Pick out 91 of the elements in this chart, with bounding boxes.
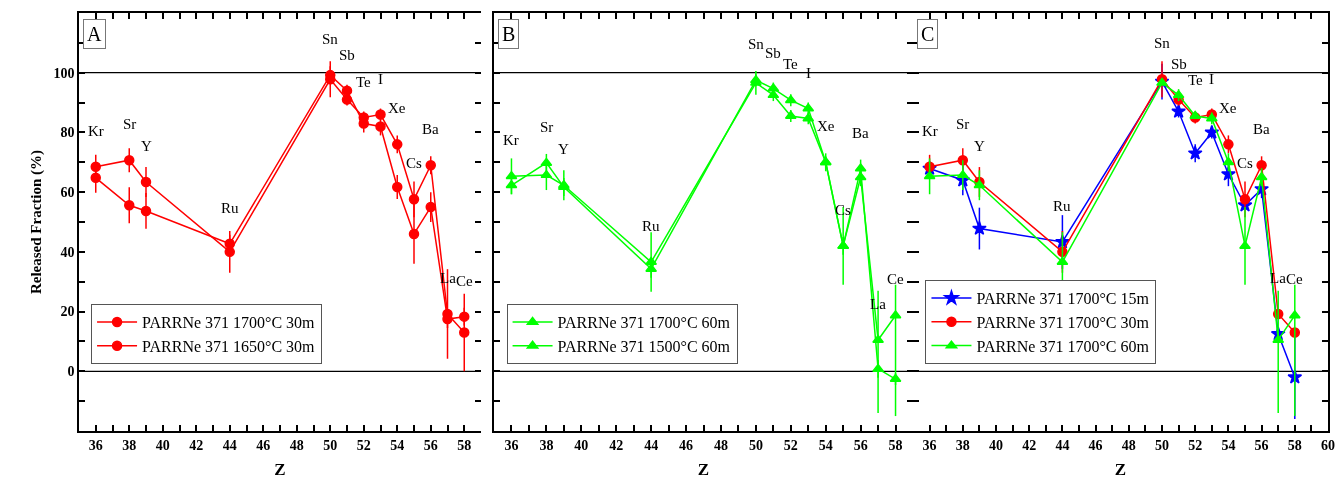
- annotation: Cs: [406, 155, 422, 171]
- annotation: Ba: [852, 125, 869, 141]
- legend-label: PARRNe 371 1700°C 15m: [976, 290, 1150, 308]
- x-tick-label: 58: [888, 437, 903, 453]
- y-tick-label: 40: [60, 244, 75, 260]
- legend-label: PARRNe 371 1700°C 30m: [976, 314, 1150, 332]
- x-tick-label: 36: [88, 437, 103, 453]
- x-tick-label: 52: [783, 437, 798, 453]
- x-tick-label: 44: [644, 437, 659, 453]
- annotation: C: [921, 23, 935, 45]
- x-tick-label: 58: [457, 437, 472, 453]
- x-tick-label: 38: [955, 437, 970, 453]
- y-tick-label: 60: [60, 185, 75, 201]
- annotation: Xe: [388, 100, 406, 116]
- x-tick-label: 40: [574, 437, 589, 453]
- annotation: Ba: [1253, 121, 1270, 137]
- legend-label: PARRNe 371 1700°C 30m: [142, 314, 316, 332]
- y-tick-label: 0: [67, 364, 75, 380]
- annotation: Ru: [642, 218, 660, 234]
- annotation: Ce: [1286, 271, 1303, 287]
- annotation: Kr: [503, 132, 519, 148]
- x-tick-label: 44: [1055, 437, 1070, 453]
- x-tick-label: 56: [1254, 437, 1269, 453]
- legend-label: PARRNe 371 1500°C 60m: [557, 338, 731, 356]
- x-tick-label: 52: [1188, 437, 1203, 453]
- annotation: Sr: [956, 116, 970, 132]
- x-tick-label: 38: [539, 437, 554, 453]
- x-axis-title: Z: [1114, 460, 1127, 480]
- x-tick-label: 54: [818, 437, 833, 453]
- x-tick-label: 42: [609, 437, 624, 453]
- x-tick-label: 42: [189, 437, 204, 453]
- legend-label: PARRNe 371 1700°C 60m: [976, 337, 1150, 355]
- annotation: Sn: [1154, 35, 1171, 51]
- x-tick-label: 50: [748, 437, 763, 453]
- x-tick-label: 36: [504, 437, 519, 453]
- annotation: A: [87, 23, 102, 45]
- annotation: Te: [356, 74, 372, 90]
- annotation: Y: [558, 141, 569, 157]
- annotation: Y: [974, 138, 985, 154]
- annotation: Sb: [765, 45, 781, 61]
- x-tick-label: 52: [356, 437, 371, 453]
- x-axis-title: Z: [274, 460, 286, 480]
- annotation: Y: [141, 138, 152, 154]
- y-tick-label: 20: [60, 304, 75, 320]
- x-tick-label: 54: [390, 437, 405, 453]
- annotation: Ba: [422, 121, 439, 137]
- annotation: Ru: [1053, 198, 1071, 214]
- y-axis-title: Released Fraction (%): [28, 149, 46, 295]
- annotation: I: [1209, 71, 1214, 87]
- annotation: Sb: [1171, 56, 1187, 72]
- annotation: Ru: [221, 200, 239, 216]
- x-tick-label: 50: [1155, 437, 1169, 453]
- annotation: Sr: [540, 119, 554, 135]
- x-tick-label: 56: [853, 437, 868, 453]
- legend-label: PARRNe 371 1650°C 30m: [142, 338, 316, 356]
- y-tick-label: 100: [53, 65, 75, 81]
- annotation: Xe: [817, 118, 835, 134]
- x-tick-label: 48: [713, 437, 728, 453]
- annotation: B: [502, 23, 516, 45]
- annotation: Kr: [88, 123, 104, 139]
- x-tick-label: 40: [155, 437, 170, 453]
- annotation: Xe: [1219, 100, 1237, 116]
- annotation: Kr: [922, 123, 938, 139]
- annotation: Sn: [748, 36, 765, 52]
- x-axis-title: Z: [697, 460, 710, 480]
- annotation: I: [378, 71, 383, 87]
- y-tick-label: 80: [60, 125, 75, 141]
- x-tick-label: 48: [1121, 437, 1136, 453]
- annotation: Te: [1188, 72, 1204, 88]
- annotation: Cs: [1237, 155, 1253, 171]
- annotation: Sr: [123, 116, 137, 132]
- x-tick-label: 60: [1321, 437, 1335, 453]
- x-tick-label: 38: [122, 437, 137, 453]
- x-tick-label: 48: [289, 437, 304, 453]
- x-tick-label: 36: [922, 437, 937, 453]
- x-tick-label: 58: [1287, 437, 1302, 453]
- x-tick-label: 46: [1088, 437, 1103, 453]
- annotation: Sn: [322, 31, 339, 47]
- x-tick-label: 46: [256, 437, 271, 453]
- x-tick-label: 56: [423, 437, 438, 453]
- x-tick-label: 46: [679, 437, 694, 453]
- x-tick-label: 42: [1022, 437, 1037, 453]
- annotation: Ce: [887, 271, 904, 287]
- annotation: Sb: [339, 47, 355, 63]
- x-tick-label: 44: [222, 437, 237, 453]
- x-tick-label: 40: [989, 437, 1003, 453]
- annotation: Te: [783, 56, 799, 72]
- annotation: Ce: [456, 273, 473, 289]
- x-tick-label: 54: [1221, 437, 1236, 453]
- x-tick-label: 50: [323, 437, 338, 453]
- legend-label: PARRNe 371 1700°C 60m: [557, 314, 731, 332]
